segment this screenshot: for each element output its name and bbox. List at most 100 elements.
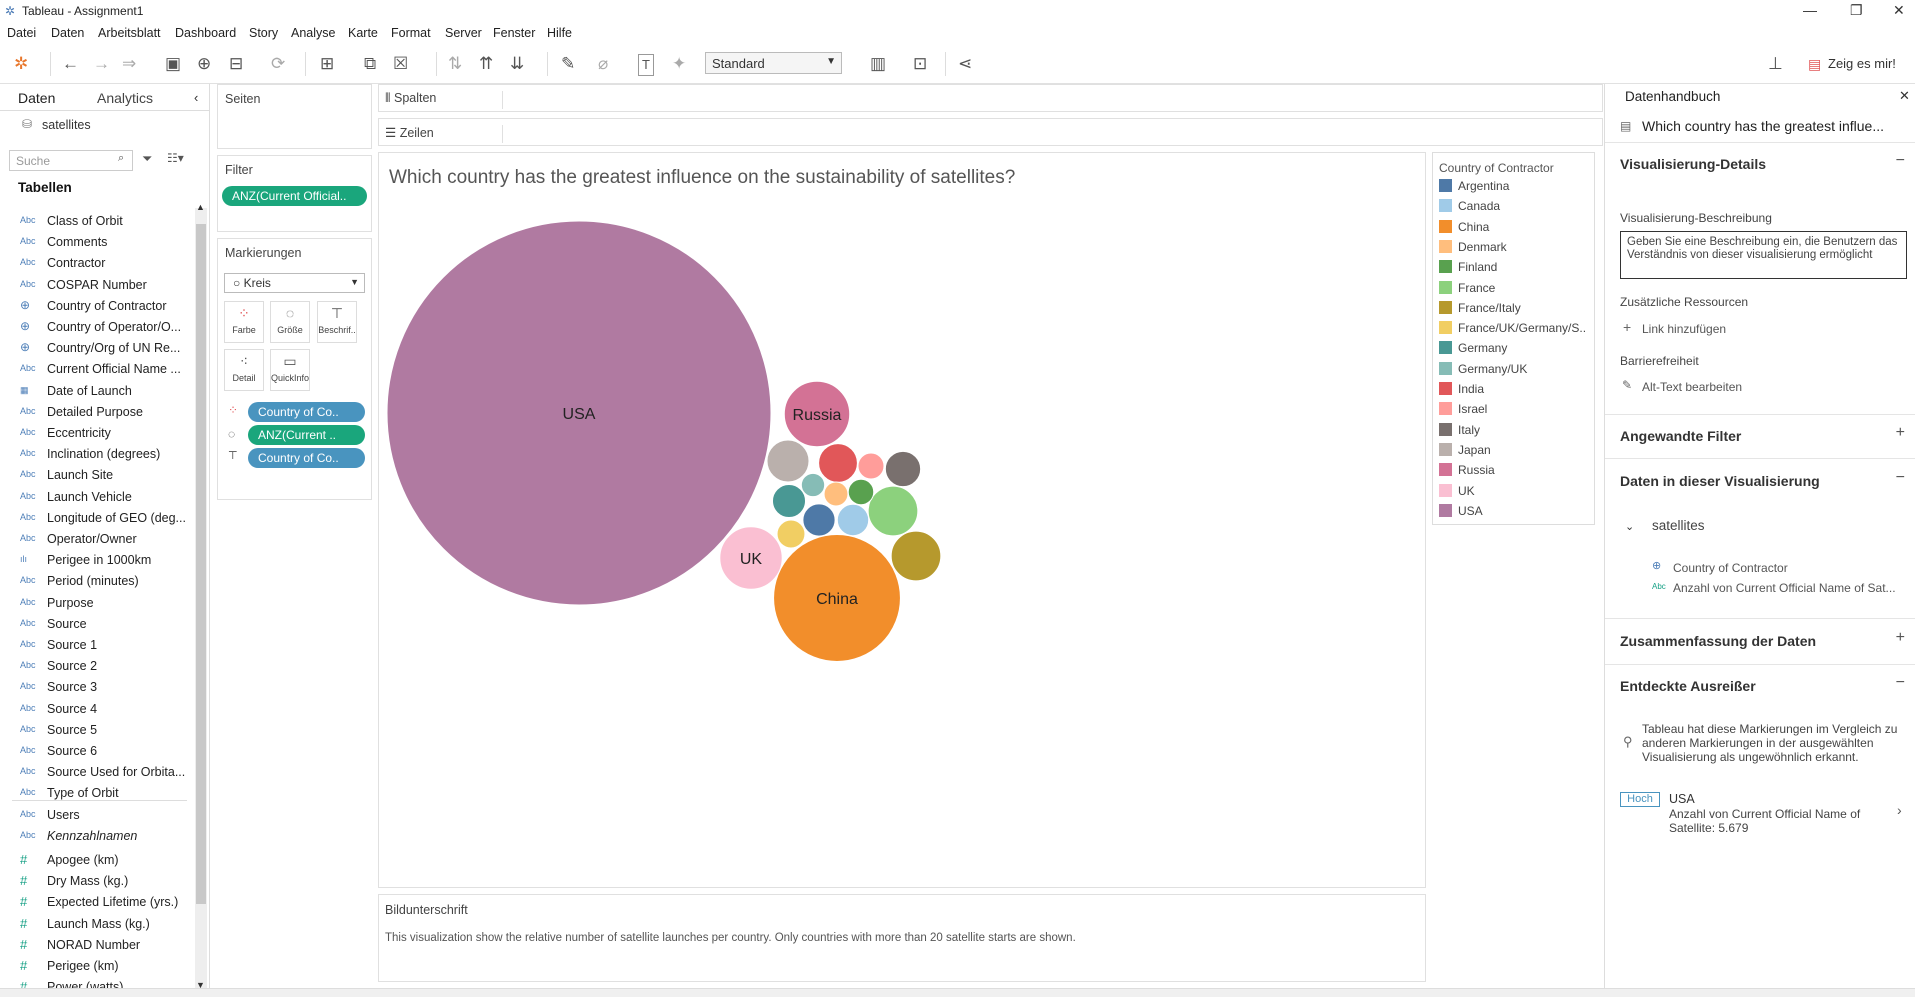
data-source-name[interactable]: satellites xyxy=(1652,518,1705,533)
data-field-1[interactable]: Country of Contractor xyxy=(1673,561,1788,575)
legend-item[interactable]: France/UK/Germany/S.. xyxy=(1439,321,1586,341)
field-item[interactable]: Abc Source 5 xyxy=(0,720,190,741)
field-item[interactable]: Abc Launch Site xyxy=(0,465,190,486)
caption-text[interactable]: This visualization show the relative num… xyxy=(385,932,1076,944)
field-item[interactable]: Abc Longitude of GEO (deg... xyxy=(0,508,190,529)
chevron-down-icon[interactable]: ⌄ xyxy=(1625,521,1635,533)
bubble-france-italy[interactable] xyxy=(890,530,942,582)
rows-shelf[interactable]: ☰ Zeilen xyxy=(378,118,1603,146)
field-item[interactable]: Abc Kennzahlnamen xyxy=(0,826,190,847)
menu-daten[interactable]: Daten xyxy=(51,26,85,40)
bubble-israel[interactable] xyxy=(857,452,885,480)
field-item[interactable]: Abc Current Official Name ... xyxy=(0,359,190,380)
undo-icon[interactable]: ← xyxy=(62,54,79,73)
legend-item[interactable]: France xyxy=(1439,280,1495,301)
show-labels-icon[interactable]: T xyxy=(638,54,654,76)
field-item[interactable]: Abc Comments xyxy=(0,232,190,253)
field-item[interactable]: ⊕ Country of Contractor xyxy=(0,296,190,317)
refresh-icon[interactable]: ⟳ xyxy=(271,54,286,73)
swap-icon[interactable]: ⇅ xyxy=(448,54,463,73)
minimize-icon[interactable]: — xyxy=(1803,2,1817,18)
show-cards-icon[interactable]: ▥ xyxy=(870,54,887,73)
save-icon[interactable]: ▣ xyxy=(165,54,182,73)
legend-item[interactable]: USA xyxy=(1439,503,1483,524)
show-me-button[interactable]: Zeig es mir! xyxy=(1828,56,1896,71)
bubble-japan[interactable] xyxy=(766,439,810,483)
bubble-finland[interactable] xyxy=(847,478,875,506)
bubble-italy[interactable] xyxy=(884,450,922,488)
field-item[interactable]: Abc Detailed Purpose xyxy=(0,402,190,423)
bubble-russia[interactable] xyxy=(783,380,851,448)
bubble-uk[interactable] xyxy=(719,526,783,590)
field-item[interactable]: ılı Perigee in 1000km xyxy=(0,550,190,571)
menu-fenster[interactable]: Fenster xyxy=(493,26,536,40)
field-item[interactable]: # Expected Lifetime (yrs.) xyxy=(0,892,190,913)
legend-item[interactable]: India xyxy=(1439,382,1484,402)
bubble-argentina[interactable] xyxy=(802,503,836,537)
scrollbar-thumb[interactable] xyxy=(196,224,206,904)
outlier-name[interactable]: USA xyxy=(1669,792,1695,806)
fit-select[interactable]: Standard ▼ xyxy=(705,52,842,74)
color-pill[interactable]: Country of Co.. xyxy=(248,402,365,422)
field-item[interactable]: Abc Source 6 xyxy=(0,741,190,762)
redo-icon[interactable]: → xyxy=(93,54,110,73)
clear-sheet-icon[interactable]: ☒ xyxy=(393,54,409,73)
menu-karte[interactable]: Karte xyxy=(348,26,378,40)
replay-icon[interactable]: ⇒ xyxy=(122,54,137,73)
legend-item[interactable]: Israel xyxy=(1439,402,1487,422)
guide-close-icon[interactable]: ✕ xyxy=(1899,88,1910,103)
maximize-icon[interactable]: ❐ xyxy=(1850,2,1863,18)
legend-item[interactable]: France/Italy xyxy=(1439,300,1521,321)
legend-item[interactable]: China xyxy=(1439,219,1489,240)
legend-item[interactable]: Denmark xyxy=(1439,239,1507,260)
collapse-pane-icon[interactable]: ‹ xyxy=(194,90,199,105)
bubble-india[interactable] xyxy=(818,443,858,483)
menu-analyse[interactable]: Analyse xyxy=(291,26,336,40)
pages-card[interactable]: Seiten xyxy=(217,84,372,149)
view-options-icon[interactable]: ☷▾ xyxy=(167,151,184,165)
group-icon[interactable]: ⌀ xyxy=(598,54,609,73)
menu-hilfe[interactable]: Hilfe xyxy=(547,26,573,40)
field-item[interactable]: Abc Eccentricity xyxy=(0,423,190,444)
pin-icon[interactable]: ⊥ xyxy=(1768,54,1783,73)
scroll-down-icon[interactable]: ▼ xyxy=(196,980,205,990)
scroll-up-icon[interactable]: ▲ xyxy=(196,202,205,212)
filters-heading[interactable]: Angewandte Filter xyxy=(1620,428,1742,444)
field-item[interactable]: Abc Source 3 xyxy=(0,677,190,698)
filter-card[interactable]: Filter ANZ(Current Official.. xyxy=(217,155,372,232)
bubble-chart[interactable]: USA China Russia UK xyxy=(379,153,1425,887)
bubble-denmark[interactable] xyxy=(823,481,849,507)
tab-analytics[interactable]: Analytics xyxy=(97,90,154,106)
field-item[interactable]: Abc Operator/Owner xyxy=(0,529,190,550)
legend-item[interactable]: Finland xyxy=(1439,260,1497,280)
field-item[interactable]: Abc Period (minutes) xyxy=(0,571,190,592)
details-heading[interactable]: Visualisierung-Details xyxy=(1620,156,1767,172)
label-pill[interactable]: Country of Co.. xyxy=(248,448,365,468)
legend-item[interactable]: Canada xyxy=(1439,199,1500,219)
chevron-right-icon[interactable]: › xyxy=(1897,802,1902,818)
menu-server[interactable]: Server xyxy=(445,26,482,40)
size-pill[interactable]: ANZ(Current .. xyxy=(248,425,365,445)
field-item[interactable]: ⊕ Country of Operator/O... xyxy=(0,317,190,338)
collapse-details-icon[interactable]: − xyxy=(1895,152,1905,169)
data-field-2[interactable]: Anzahl von Current Official Name of Sat.… xyxy=(1673,581,1896,595)
alt-text-button[interactable]: Alt-Text bearbeiten xyxy=(1642,380,1743,394)
menu-datei[interactable]: Datei xyxy=(7,26,37,40)
field-item[interactable]: Abc Launch Vehicle xyxy=(0,487,190,508)
sort-desc-icon[interactable]: ⇊ xyxy=(510,54,525,73)
sheet-tab-bar[interactable] xyxy=(0,988,1915,997)
legend-item[interactable]: Argentina xyxy=(1439,179,1509,199)
detail-button[interactable]: ⁖ Detail xyxy=(224,349,264,391)
field-item[interactable]: Abc Contractor xyxy=(0,253,190,274)
new-datasource-icon[interactable]: ⊕ xyxy=(197,54,212,73)
field-item[interactable]: Abc Inclination (degrees) xyxy=(0,444,190,465)
field-item[interactable]: ▦ Date of Launch xyxy=(0,381,190,402)
legend-item[interactable]: Russia xyxy=(1439,463,1495,483)
legend-item[interactable]: Germany xyxy=(1439,341,1507,361)
filter-icon[interactable]: ⏷ xyxy=(142,151,153,166)
bubble-usa[interactable] xyxy=(386,220,772,606)
field-item[interactable]: Abc COSPAR Number xyxy=(0,275,190,296)
menu-story[interactable]: Story xyxy=(249,26,279,40)
legend-item[interactable]: Japan xyxy=(1439,442,1491,463)
color-button[interactable]: ⁘ Farbe xyxy=(224,301,264,343)
